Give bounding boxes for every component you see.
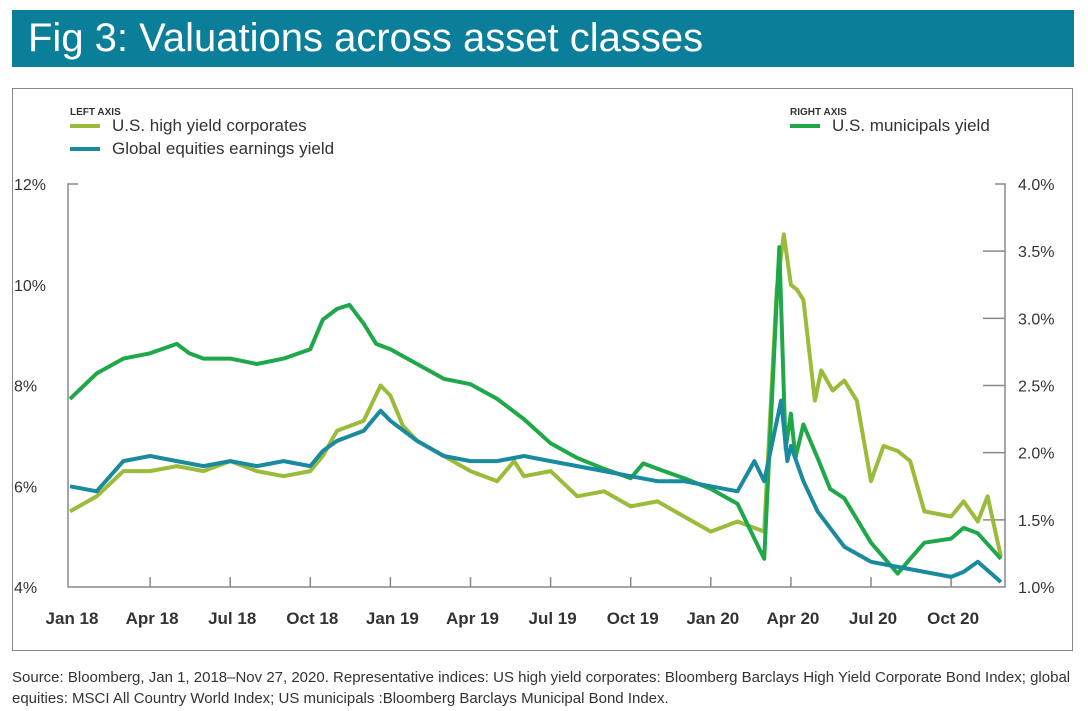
left-tick-label: 10% bbox=[14, 278, 46, 295]
legend-entry: U.S. municipals yield bbox=[832, 116, 990, 135]
x-tick-label: Jul 19 bbox=[528, 609, 576, 628]
x-tick-label: Jul 18 bbox=[208, 609, 256, 628]
source-note: Source: Bloomberg, Jan 1, 2018–Nov 27, 2… bbox=[12, 669, 1071, 707]
series-line-2 bbox=[68, 245, 1003, 576]
series-line-0 bbox=[69, 232, 1003, 558]
x-tick-label: Jan 18 bbox=[46, 609, 99, 628]
chart-frame bbox=[12, 88, 1073, 651]
x-tick-label: Jan 19 bbox=[366, 609, 419, 628]
x-tick-label: Apr 20 bbox=[766, 609, 819, 628]
left-tick-label: 8% bbox=[14, 379, 37, 396]
legend-entry: Global equities earnings yield bbox=[112, 139, 334, 158]
series-line-1 bbox=[69, 398, 1003, 584]
right-axis-legend-label: RIGHT AXIS bbox=[790, 107, 847, 118]
x-tick-label: Oct 20 bbox=[927, 609, 979, 628]
right-tick-label: 3.5% bbox=[1018, 244, 1054, 261]
legend-entry: U.S. high yield corporates bbox=[112, 116, 307, 135]
x-tick-label: Oct 18 bbox=[286, 609, 338, 628]
axes bbox=[67, 183, 1006, 588]
x-tick-label: Apr 18 bbox=[126, 609, 179, 628]
left-tick-label: 6% bbox=[14, 479, 37, 496]
left-tick-label: 4% bbox=[14, 580, 37, 597]
right-tick-label: 2.5% bbox=[1018, 379, 1054, 396]
right-tick-label: 3.0% bbox=[1018, 311, 1054, 328]
right-tick-label: 4.0% bbox=[1018, 177, 1054, 194]
figure-title: Fig 3: Valuations across asset classes bbox=[12, 10, 1074, 67]
right-tick-label: 1.5% bbox=[1018, 513, 1054, 530]
left-tick-label: 12% bbox=[14, 177, 46, 194]
left-axis-legend-label: LEFT AXIS bbox=[70, 107, 121, 118]
x-tick-label: Oct 19 bbox=[607, 609, 659, 628]
right-tick-label: 2.0% bbox=[1018, 446, 1054, 463]
x-tick-label: Jul 20 bbox=[849, 609, 897, 628]
x-tick-label: Jan 20 bbox=[686, 609, 739, 628]
x-tick-label: Apr 19 bbox=[446, 609, 499, 628]
right-tick-label: 1.0% bbox=[1018, 580, 1054, 597]
